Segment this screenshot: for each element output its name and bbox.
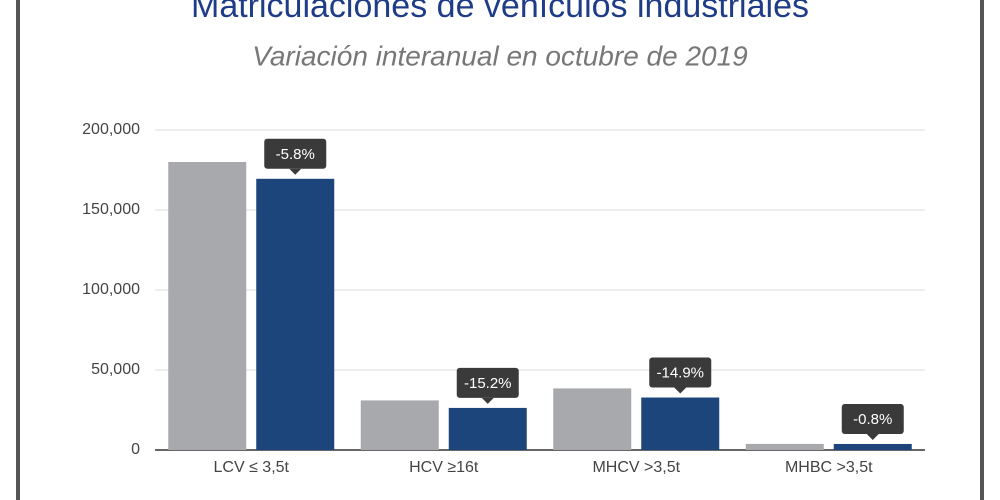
chart-subtitle: Variación interanual en octubre de 2019 <box>252 40 748 71</box>
bar <box>256 178 335 451</box>
frame <box>16 0 984 500</box>
annotation: -14.9% <box>656 364 704 381</box>
bar <box>360 400 439 450</box>
x-tick-label: HCV ≥16t <box>409 459 479 476</box>
x-tick-label: LCV ≤ 3,5t <box>214 459 290 476</box>
bar <box>833 443 912 450</box>
annotation-box <box>841 403 904 434</box>
bar <box>745 443 824 450</box>
annotation-box <box>649 357 712 388</box>
y-tick-label: 0 <box>131 441 140 458</box>
chart-title: Matriculaciones de vehículos industriale… <box>191 0 809 25</box>
y-tick-label: 50,000 <box>91 361 140 378</box>
annotation-pointer <box>866 433 879 440</box>
y-tick-label: 200,000 <box>82 121 140 138</box>
bar <box>168 162 247 450</box>
y-tick-label: 100,000 <box>82 281 140 298</box>
annotation: -5.8% <box>276 146 315 163</box>
annotation-box <box>456 367 519 398</box>
y-tick-label: 150,000 <box>82 201 140 218</box>
annotation: -0.8% <box>853 411 892 428</box>
bar <box>553 388 632 450</box>
x-tick-label: MHBC >3,5t <box>785 459 873 476</box>
annotation-box <box>264 138 327 169</box>
annotation: -15.2% <box>464 375 512 392</box>
annotation-pointer <box>481 397 494 404</box>
x-tick-label: MHCV >3,5t <box>592 459 680 476</box>
annotation-pointer <box>674 387 687 394</box>
bar <box>641 397 720 450</box>
bar <box>448 407 527 450</box>
annotation-pointer <box>289 168 302 175</box>
